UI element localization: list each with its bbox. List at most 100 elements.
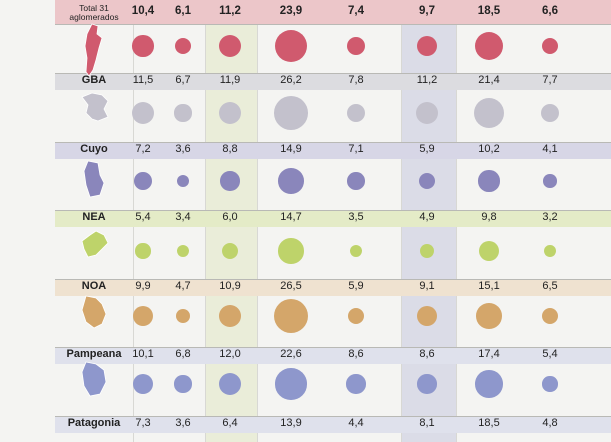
row-label-gba: GBA <box>81 74 107 86</box>
bubble-mark <box>274 29 308 63</box>
data-label: 10,1 <box>132 348 154 360</box>
data-label: 22,6 <box>280 348 302 360</box>
bubble-mark <box>275 368 307 400</box>
bubble-mark <box>543 174 557 188</box>
bubble-mark <box>218 34 242 58</box>
bubble-mark <box>219 305 241 327</box>
bubble-mark <box>474 31 504 61</box>
row-label-total: Total 31 aglomerados <box>69 3 119 22</box>
data-label: 6,6 <box>542 5 558 17</box>
data-label: 6,7 <box>175 74 191 86</box>
bubble-mark <box>478 240 500 262</box>
row-separator <box>55 346 611 348</box>
row-separator <box>55 141 611 143</box>
data-label: 26,2 <box>280 74 302 86</box>
region-map-gba <box>81 92 109 122</box>
data-label: 11,5 <box>132 74 154 86</box>
region-shape-cuyo <box>83 160 105 198</box>
data-label: 7,8 <box>348 74 364 86</box>
bubble-mark <box>542 376 558 392</box>
region-shape-nea <box>81 230 109 258</box>
bubble-mark <box>274 299 308 333</box>
data-label: 3,6 <box>175 143 191 155</box>
data-label: 17,4 <box>478 348 500 360</box>
data-label: 8,1 <box>419 417 435 429</box>
bubble-mark <box>218 372 242 396</box>
data-label: 23,9 <box>279 5 303 17</box>
data-label: 4,4 <box>348 417 364 429</box>
data-label: 7,3 <box>135 417 151 429</box>
bubble-mark <box>478 170 500 192</box>
bubble-mark <box>347 307 364 324</box>
data-label: 11,9 <box>219 74 241 86</box>
bubble-mark <box>418 172 435 189</box>
row-separator <box>55 72 611 74</box>
data-label: 7,1 <box>348 143 364 155</box>
data-label: 4,9 <box>419 211 435 223</box>
region-shape-pampeana <box>81 361 107 397</box>
data-label: 26,5 <box>280 280 302 292</box>
data-label: 5,9 <box>419 143 435 155</box>
bubble-mark <box>347 37 365 55</box>
data-label: 12,0 <box>219 348 241 360</box>
bubble-mark <box>541 307 559 325</box>
row-label-cuyo: Cuyo <box>80 143 108 155</box>
bubble-mark <box>132 373 154 395</box>
bubble-mark <box>417 374 437 394</box>
row-label-band <box>55 209 611 227</box>
bubble-mark <box>176 174 190 188</box>
bubble-mark <box>220 171 240 191</box>
bubble-mark <box>417 306 437 326</box>
bubble-mark <box>135 243 151 259</box>
data-label: 10,9 <box>219 280 241 292</box>
region-shape-total <box>84 23 103 77</box>
data-label: 3,5 <box>348 211 364 223</box>
data-label: 7,2 <box>135 143 151 155</box>
bubble-mark <box>131 101 155 125</box>
data-label: 7,7 <box>542 74 558 86</box>
data-label: 8,6 <box>348 348 364 360</box>
row-label-band <box>55 346 611 364</box>
bubble-mark <box>346 374 366 394</box>
data-label: 6,4 <box>222 417 238 429</box>
row-separator <box>55 24 611 25</box>
bubble-mark <box>176 244 190 258</box>
data-label: 4,7 <box>175 280 191 292</box>
data-label: 3,4 <box>175 211 191 223</box>
bubble-mark <box>475 370 503 398</box>
bubble-mark <box>544 245 556 257</box>
bubble-mark <box>347 172 365 190</box>
data-label: 6,5 <box>542 280 558 292</box>
bubble-mark <box>221 242 239 260</box>
row-label-band <box>55 0 611 24</box>
bubble-mark <box>218 101 242 125</box>
bubble-mark <box>174 104 192 122</box>
row-label-pampeana: Pampeana <box>66 348 122 360</box>
data-label: 10,2 <box>478 143 500 155</box>
bubble-mark <box>541 37 559 55</box>
data-label: 18,5 <box>477 5 501 17</box>
bubble-mark <box>278 168 304 194</box>
bubble-mark <box>473 97 505 129</box>
data-label: 4,8 <box>542 417 558 429</box>
row-label-nea: NEA <box>82 211 106 223</box>
data-label: 7,4 <box>348 5 364 17</box>
data-label: 11,2 <box>416 74 438 86</box>
row-label-band <box>55 278 611 296</box>
bubble-mark <box>134 172 152 190</box>
data-label: 9,1 <box>419 280 435 292</box>
data-label: 9,7 <box>419 5 435 17</box>
region-map-cuyo <box>83 160 105 198</box>
bubble-mark <box>175 308 191 324</box>
row-separator <box>55 209 611 211</box>
data-label: 5,9 <box>348 280 364 292</box>
region-map-pampeana <box>81 361 107 397</box>
data-label: 8,6 <box>419 348 435 360</box>
region-map-nea <box>81 230 109 258</box>
row-separator <box>55 278 611 280</box>
data-label: 14,7 <box>280 211 302 223</box>
data-label: 18,5 <box>478 417 500 429</box>
data-label: 6,0 <box>222 211 238 223</box>
bubble-mark <box>174 37 192 55</box>
